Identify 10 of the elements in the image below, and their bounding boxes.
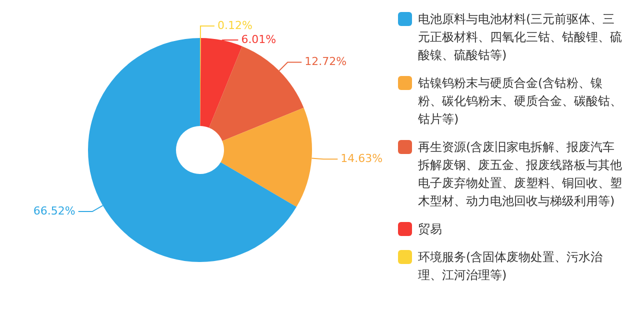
legend-label: 贸易 [418, 221, 442, 238]
legend-label: 钴镍钨粉末与硬质合金(含钴粉、镍粉、碳化钨粉末、硬质合金、碳酸钴、钴片等) [418, 75, 623, 128]
data-label: 6.01% [241, 32, 276, 46]
data-label: 12.72% [304, 55, 347, 68]
data-label: 66.52% [33, 204, 76, 218]
data-label: 14.63% [340, 152, 383, 165]
legend-label: 电池原料与电池材料(三元前驱体、三元正极材料、四氧化三钴、钴酸锂、硫酸镍、硫酸钴等) [418, 11, 623, 64]
legend-label: 环境服务(含固体废物处置、污水治理、江河治理等) [418, 249, 604, 284]
legend-label: 再生资源(含废旧家电拆解、报废汽车拆解废钢、废五金、报废线路板与其他电子废弃物处置、废塑料、铜回收、塑木型材、动力电池回收与梯级利用等) [418, 139, 623, 210]
data-label: 0.12% [217, 18, 252, 32]
